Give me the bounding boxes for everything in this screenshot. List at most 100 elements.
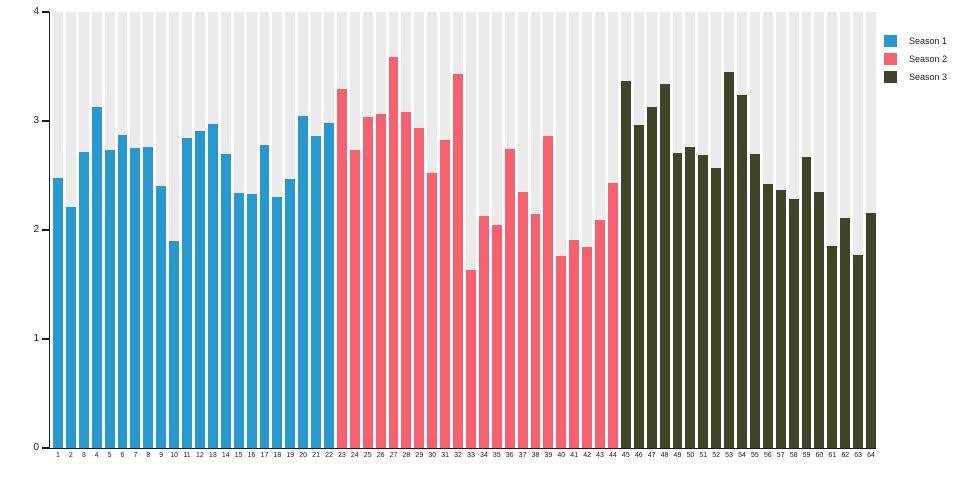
bar-season-3 <box>788 199 799 448</box>
bar-slot: 6 <box>117 12 128 459</box>
bar-slot: 60 <box>814 12 825 459</box>
x-tick-label: 61 <box>828 452 837 459</box>
bar-season-3 <box>749 153 760 448</box>
y-axis-tick <box>42 11 49 13</box>
x-tick-label: 36 <box>505 452 514 459</box>
bar-slot: 58 <box>788 12 799 459</box>
bar-slot: 3 <box>78 12 89 459</box>
y-tick-label: 0 <box>33 442 39 453</box>
bar-slot: 37 <box>517 12 528 459</box>
x-tick-label: 4 <box>94 452 99 459</box>
bar-season-2 <box>427 173 438 448</box>
x-tick-label: 44 <box>609 452 617 459</box>
bar-slot: 43 <box>595 12 605 459</box>
x-tick-label: 53 <box>725 452 733 459</box>
bar-slot: 24 <box>349 12 360 459</box>
bar-slot: 50 <box>685 12 696 459</box>
bar-slot: 29 <box>414 12 425 459</box>
bar-season-2 <box>478 215 489 448</box>
x-tick-label: 55 <box>750 452 759 459</box>
bar-season-1 <box>143 147 154 448</box>
bar-season-2 <box>453 74 463 448</box>
bar-season-2 <box>530 213 541 448</box>
x-tick-label: 49 <box>673 452 682 459</box>
bar-season-3 <box>775 189 786 448</box>
bar-slot: 40 <box>556 12 567 459</box>
bar-season-2 <box>362 116 373 448</box>
bar-slot: 30 <box>427 12 438 459</box>
x-tick-label: 43 <box>596 452 604 459</box>
bar-slot: 9 <box>156 12 167 459</box>
x-tick-label: 20 <box>299 452 308 459</box>
x-tick-label: 38 <box>531 452 540 459</box>
x-tick-label: 39 <box>544 452 553 459</box>
bar-slot: 46 <box>633 12 644 459</box>
y-axis-tick <box>42 229 49 231</box>
bar-season-2 <box>607 183 618 448</box>
bar-season-2 <box>556 256 567 448</box>
x-tick-label: 54 <box>738 452 746 459</box>
bar-season-3 <box>762 184 773 448</box>
bar-slot: 27 <box>388 12 399 459</box>
x-tick-label: 28 <box>402 452 411 459</box>
bar-slot: 10 <box>169 12 180 459</box>
x-tick-label: 46 <box>634 452 643 459</box>
y-tick-label: 1 <box>33 333 39 344</box>
bar-season-3 <box>659 83 670 448</box>
bar-season-2 <box>401 112 412 448</box>
bar-slot: 2 <box>65 12 76 459</box>
bar-slot: 57 <box>775 12 786 459</box>
bar-season-1 <box>311 136 322 448</box>
bar-slot: 49 <box>672 12 683 459</box>
x-tick-label: 9 <box>159 452 164 459</box>
bar-season-3 <box>840 218 851 448</box>
bar-season-2 <box>582 247 593 448</box>
bar-season-1 <box>65 207 76 448</box>
x-tick-label: 2 <box>68 452 73 459</box>
x-tick-label: 34 <box>479 452 488 459</box>
bar-season-2 <box>440 139 451 448</box>
bar-slot: 62 <box>840 12 851 459</box>
bar-season-2 <box>543 136 554 448</box>
x-tick-label: 14 <box>221 452 230 459</box>
bar-season-2 <box>336 89 347 448</box>
bar-season-3 <box>620 80 631 448</box>
bar-slot: 8 <box>143 12 154 459</box>
bar-season-1 <box>130 148 141 448</box>
bar-season-1 <box>324 123 334 448</box>
x-tick-label: 18 <box>273 452 282 459</box>
bar-slot: 5 <box>104 12 115 459</box>
x-tick-label: 60 <box>815 452 824 459</box>
bar-season-3 <box>866 212 876 448</box>
x-tick-label: 17 <box>260 452 269 459</box>
x-tick-label: 31 <box>441 452 450 459</box>
bar-season-2 <box>375 114 386 448</box>
y-axis-tick <box>42 120 49 122</box>
plot-area: 1 2 3 4 5 6 7 8 9 10 11 12 13 14 15 16 17 18 19 20 21 22 23 24 2… <box>33 6 876 459</box>
bar-season-1 <box>117 135 128 448</box>
bar-slot: 53 <box>724 12 735 459</box>
x-tick-label: 11 <box>183 452 191 459</box>
bar-slot: 23 <box>336 12 347 459</box>
bar-season-2 <box>466 270 476 448</box>
bar-season-1 <box>233 192 244 448</box>
x-tick-label: 1 <box>56 452 60 459</box>
legend-swatch-icon <box>884 34 897 47</box>
bar-slot: 33 <box>466 12 476 459</box>
bar-season-2 <box>491 224 502 448</box>
x-tick-label: 57 <box>776 452 785 459</box>
x-tick-label: 56 <box>763 452 772 459</box>
y-tick-label: 3 <box>33 115 39 126</box>
bar-season-1 <box>169 240 180 448</box>
bar-slot: 21 <box>311 12 322 459</box>
y-axis-tick <box>42 447 49 449</box>
bar-slot: 13 <box>207 12 218 459</box>
bar-season-1 <box>285 178 296 448</box>
x-tick-label: 32 <box>454 452 462 459</box>
bar-season-3 <box>801 156 812 448</box>
x-tick-label: 52 <box>712 452 721 459</box>
bar-season-3 <box>724 71 735 448</box>
legend-swatch-icon <box>884 70 897 83</box>
legend-item-season-2: Season 2 <box>884 52 947 65</box>
bar-season-1 <box>194 130 205 448</box>
